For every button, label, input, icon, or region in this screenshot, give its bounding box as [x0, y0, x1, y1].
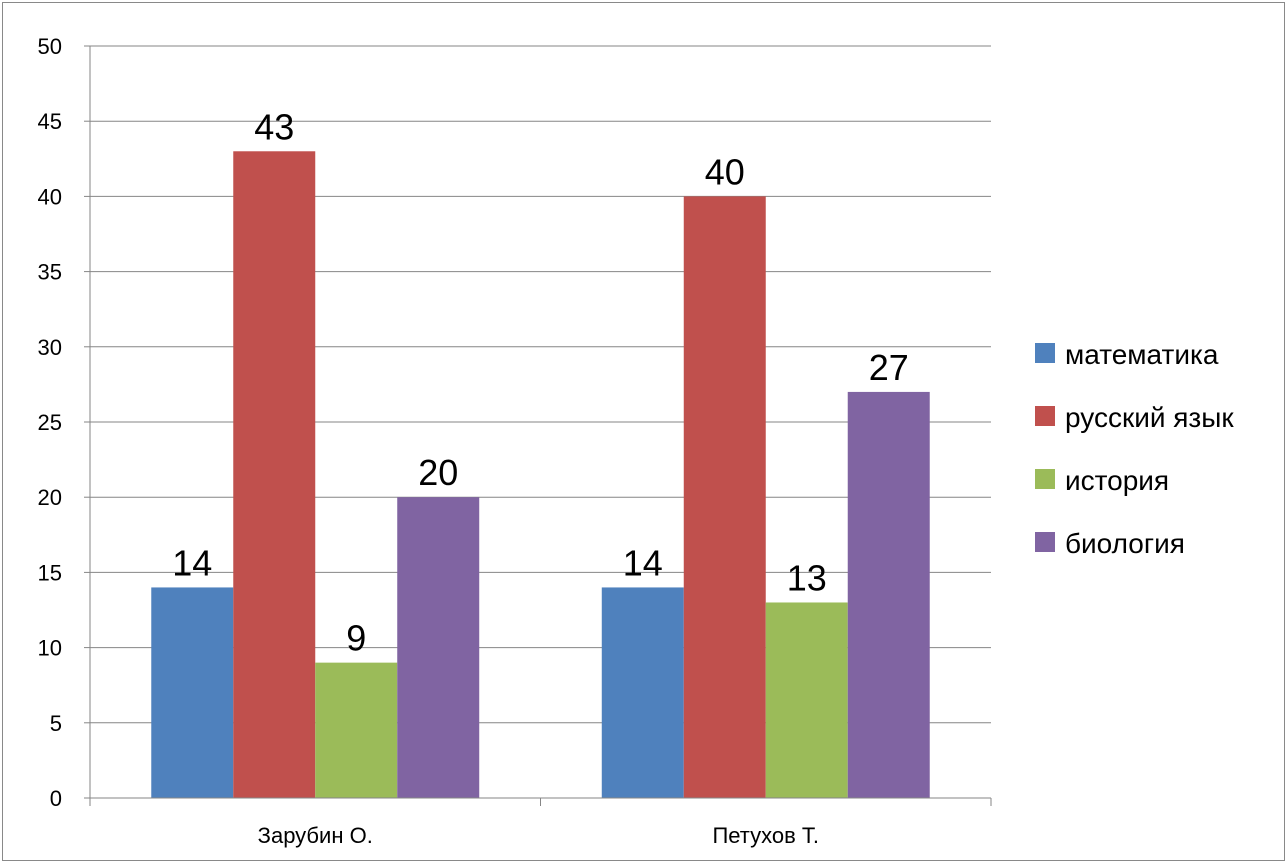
y-tick-label: 15 — [38, 560, 62, 585]
bar — [315, 662, 398, 798]
y-tick-label: 40 — [38, 184, 62, 209]
y-tick-label: 20 — [38, 485, 62, 510]
bar — [765, 602, 848, 798]
bars — [151, 151, 930, 798]
y-tick-label: 10 — [38, 636, 62, 661]
bar-data-label: 43 — [254, 106, 294, 147]
axes: 0 5 10 15 20 25 30 35 40 45 50 Зарубин О. Петухов Т. — [38, 34, 992, 848]
bar — [151, 587, 234, 798]
y-tick-label: 0 — [50, 786, 62, 811]
legend-label: русский язык — [1065, 402, 1234, 433]
x-category-label: Зарубин О. — [258, 823, 373, 848]
bar-data-label: 40 — [705, 151, 745, 192]
x-category-label: Петухов Т. — [712, 823, 819, 848]
legend: математика русский язык история биология — [1035, 339, 1234, 559]
legend-label: история — [1065, 465, 1169, 496]
bar-data-label: 14 — [623, 542, 663, 583]
bar-data-label: 13 — [787, 557, 827, 598]
y-tick-label: 5 — [50, 711, 62, 736]
y-tick-label: 50 — [38, 34, 62, 59]
legend-swatch — [1035, 469, 1055, 489]
y-tick-label: 30 — [38, 335, 62, 360]
bar — [233, 151, 316, 798]
y-tick-label: 25 — [38, 410, 62, 435]
y-tick-label: 45 — [38, 109, 62, 134]
bar-data-label: 20 — [418, 452, 458, 493]
bar — [847, 391, 930, 798]
bar — [397, 497, 480, 798]
bar-data-label: 27 — [869, 347, 909, 388]
bar-chart: 0 5 10 15 20 25 30 35 40 45 50 Зарубин О. Петухов Т.… — [38, 34, 1235, 848]
bar — [601, 587, 684, 798]
bar — [683, 196, 766, 798]
legend-swatch — [1035, 406, 1055, 426]
legend-label: биология — [1065, 528, 1185, 559]
legend-swatch — [1035, 532, 1055, 552]
y-tick-label: 35 — [38, 260, 62, 285]
bar-data-label: 9 — [346, 618, 366, 659]
bar-data-label: 14 — [172, 542, 212, 583]
legend-swatch — [1035, 343, 1055, 363]
legend-label: математика — [1065, 339, 1219, 370]
data-labels: 14 43 9 20 14 40 13 27 — [172, 106, 909, 658]
